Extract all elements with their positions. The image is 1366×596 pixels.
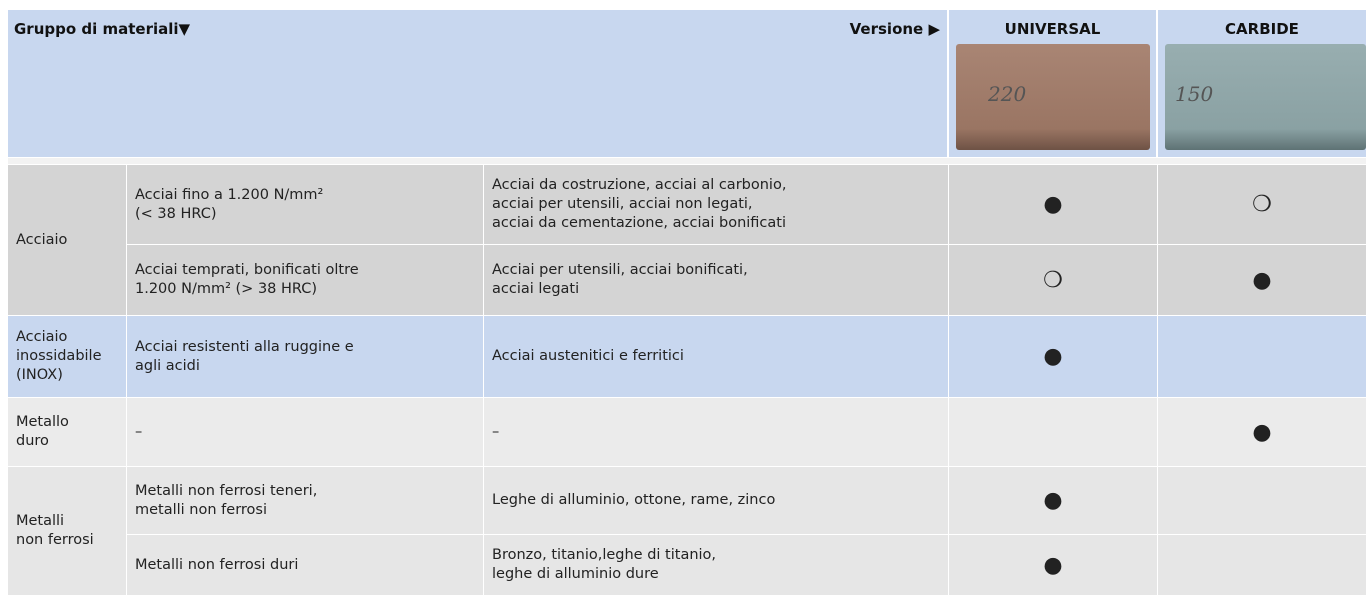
examples-cell: Leghe di alluminio, ottone, rame, zinco <box>484 467 948 534</box>
universal-cell: ❍ <box>949 245 1157 315</box>
material-cell: Acciai temprati, bonificati oltre 1.200 … <box>127 245 483 315</box>
header-bg <box>8 10 947 157</box>
material-cell: Metalli non ferrosi teneri, metalli non … <box>127 467 483 534</box>
carbide-cell: ● <box>1158 245 1366 315</box>
carbide-cell <box>1158 535 1366 595</box>
spacer <box>8 158 1366 164</box>
material-cell: – <box>127 398 483 466</box>
stone-image: 220 <box>956 44 1150 150</box>
universal-cell: ● <box>949 316 1157 397</box>
universal-cell: ● <box>949 535 1157 595</box>
stone-label: 150 <box>1175 82 1214 106</box>
material-cell: Acciai fino a 1.200 N/mm² (< 38 HRC) <box>127 165 483 244</box>
carbide-cell <box>1158 316 1366 397</box>
material-cell: Acciai resistenti alla ruggine e agli ac… <box>127 316 483 397</box>
group-name: Acciaio inossidabile (INOX) <box>8 316 126 397</box>
stone-label: 220 <box>988 82 1027 106</box>
universal-cell <box>949 398 1157 466</box>
carbide-cell: ❍ <box>1158 165 1366 244</box>
version-name: UNIVERSAL <box>1004 20 1101 38</box>
universal-cell: ● <box>949 467 1157 534</box>
universal-cell: ● <box>949 165 1157 244</box>
version-header: Versione ▶ <box>849 20 940 38</box>
version-name: CARBIDE <box>1225 20 1299 38</box>
carbide-cell: ● <box>1158 398 1366 466</box>
examples-cell: Acciai da costruzione, acciai al carboni… <box>484 165 948 244</box>
examples-cell: – <box>484 398 948 466</box>
carbide-cell <box>1158 467 1366 534</box>
material-group-header: Gruppo di materiali▼ <box>14 20 191 38</box>
group-name: Acciaio <box>8 165 126 315</box>
stone-image: 150 <box>1165 44 1366 150</box>
examples-cell: Acciai per utensili, acciai bonificati, … <box>484 245 948 315</box>
group-name: Metallo duro <box>8 398 126 466</box>
material-cell: Metalli non ferrosi duri <box>127 535 483 595</box>
examples-cell: Acciai austenitici e ferritici <box>484 316 948 397</box>
examples-cell: Bronzo, titanio,leghe di titanio, leghe … <box>484 535 948 595</box>
group-name: Metalli non ferrosi <box>8 467 126 595</box>
